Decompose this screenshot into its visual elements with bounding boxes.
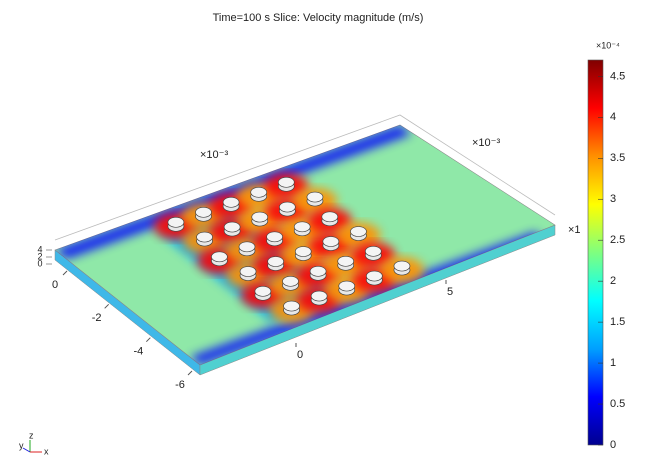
y-tick bbox=[105, 304, 109, 308]
pillar-top bbox=[267, 232, 283, 242]
pillar-top bbox=[307, 192, 323, 202]
pillar-top bbox=[255, 286, 271, 296]
pillar-top bbox=[295, 247, 311, 257]
pillar-top bbox=[268, 257, 284, 267]
colorbar bbox=[588, 60, 603, 445]
triad-label: x bbox=[44, 446, 49, 456]
y-tick bbox=[63, 271, 67, 275]
pillar-top bbox=[197, 232, 213, 242]
colorbar-tick-label: 0 bbox=[610, 439, 616, 451]
pillar-top bbox=[283, 276, 299, 286]
z-tick-label: 0 bbox=[37, 258, 42, 268]
pillar-top bbox=[350, 227, 366, 237]
colorbar-tick-label: 1 bbox=[610, 357, 616, 369]
triad-label: y bbox=[19, 440, 24, 450]
colorbar-tick-label: 0.5 bbox=[610, 398, 625, 410]
pillar-top bbox=[196, 207, 212, 217]
chart-title: Time=100 s Slice: Velocity magnitude (m/… bbox=[213, 12, 424, 24]
pillar-top bbox=[339, 281, 355, 291]
colorbar-multiplier: ×10⁻⁴ bbox=[596, 40, 620, 50]
colorbar-tick-label: 4 bbox=[610, 111, 616, 123]
pillar-top bbox=[284, 301, 300, 311]
pillar-top bbox=[310, 266, 326, 276]
pillar-top bbox=[278, 177, 294, 187]
pillar-top bbox=[365, 246, 381, 256]
colorbar-tick-label: 3 bbox=[610, 193, 616, 205]
pillar-top bbox=[294, 222, 310, 232]
axis-multiplier: ×10⁻³ bbox=[200, 149, 228, 161]
pillar-top bbox=[168, 217, 184, 227]
pillar-top bbox=[224, 222, 240, 232]
axis-multiplier: ×10⁻³ bbox=[472, 137, 500, 149]
chart: Time=100 s Slice: Velocity magnitude (m/… bbox=[0, 0, 648, 461]
colorbar-tick-label: 3.5 bbox=[610, 152, 625, 164]
triad-axis bbox=[23, 448, 30, 452]
y-tick bbox=[146, 338, 150, 342]
axis-triad: y z x bbox=[19, 430, 49, 456]
pillar-top bbox=[251, 187, 267, 197]
y-tick-label: -6 bbox=[175, 379, 185, 391]
pillar-top bbox=[279, 202, 295, 212]
pillar-top bbox=[394, 261, 410, 271]
pillar-top bbox=[311, 291, 327, 301]
y-tick-label: -4 bbox=[133, 346, 143, 358]
pillar-top bbox=[322, 212, 338, 222]
y-tick-label: -2 bbox=[92, 312, 102, 324]
pillar-top bbox=[211, 252, 227, 262]
colorbar-tick-label: 2.5 bbox=[610, 234, 625, 246]
pillar-top bbox=[323, 237, 339, 247]
triad-label: z bbox=[29, 430, 34, 440]
x-tick-label: 0 bbox=[297, 349, 303, 361]
colorbar-tick-label: 1.5 bbox=[610, 316, 625, 328]
colorbar-tick-label: 4.5 bbox=[610, 70, 625, 82]
axis-multiplier: ×1 bbox=[568, 224, 581, 236]
pillar-top bbox=[338, 256, 354, 266]
pillar-top bbox=[239, 242, 255, 252]
pillar-top bbox=[366, 271, 382, 281]
pillar-top bbox=[240, 267, 256, 277]
y-tick bbox=[188, 371, 192, 375]
plate bbox=[55, 115, 555, 375]
x-tick-label: 5 bbox=[447, 286, 453, 298]
pillar-top bbox=[252, 212, 268, 222]
y-tick-label: 0 bbox=[52, 279, 58, 291]
pillar-top bbox=[223, 197, 239, 207]
colorbar-tick-label: 2 bbox=[610, 275, 616, 287]
